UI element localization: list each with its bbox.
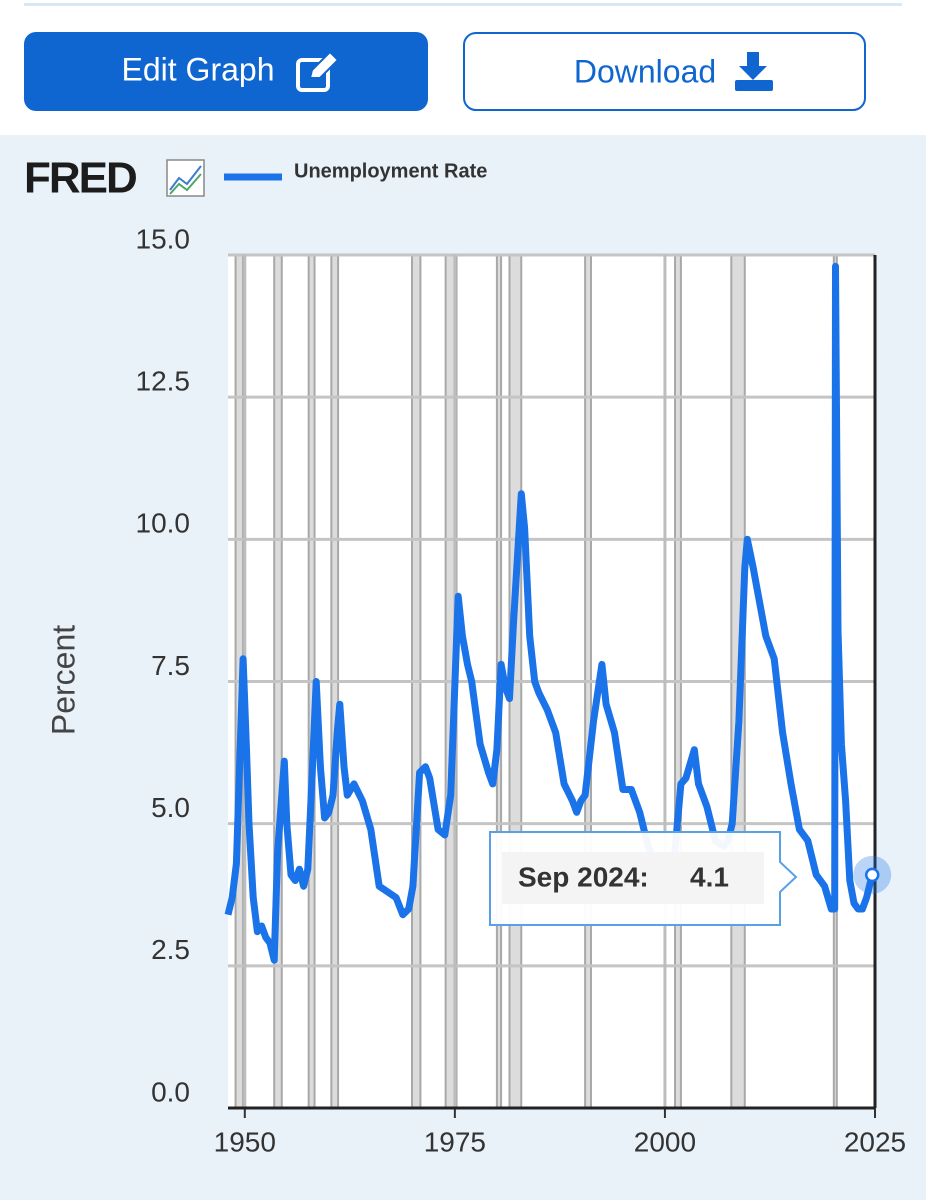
tooltip-date: Sep 2024:: [518, 861, 649, 892]
x-tick-label: 1950: [214, 1126, 276, 1157]
edit-icon: [296, 50, 340, 92]
y-tick-label: 15.0: [136, 223, 191, 254]
button-label: Edit Graph: [122, 51, 275, 87]
x-tick-label: 2000: [634, 1126, 696, 1157]
y-tick-label: 10.0: [136, 508, 191, 539]
edit-graph-button[interactable]: Edit Graph: [24, 32, 428, 111]
y-tick-label: 7.5: [151, 650, 190, 681]
fred-logo: FRED: [24, 154, 136, 203]
legend-label: Unemployment Rate: [294, 160, 487, 182]
tooltip: Sep 2024: 4.1: [489, 831, 798, 926]
tooltip-inner: [502, 852, 764, 904]
logo-icon: [166, 159, 205, 197]
x-tick-label: 1975: [424, 1126, 486, 1157]
y-tick-label: 0.0: [151, 1076, 190, 1107]
y-tick-label: 12.5: [136, 366, 191, 397]
hover-point: [864, 867, 880, 883]
button-label: Download: [574, 53, 716, 89]
tooltip-value: 4.1: [690, 861, 729, 892]
plot: [224, 253, 877, 1118]
y-tick-label: 5.0: [151, 792, 190, 823]
download-icon: [735, 52, 773, 91]
y-axis-label: Percent: [45, 625, 81, 735]
x-tick-label: 2025: [844, 1126, 906, 1157]
y-tick-label: 2.5: [151, 934, 190, 965]
download-button[interactable]: Download: [463, 32, 866, 111]
top-rule: [24, 3, 902, 6]
series-line: [224, 262, 876, 964]
button-bg: [24, 32, 428, 111]
